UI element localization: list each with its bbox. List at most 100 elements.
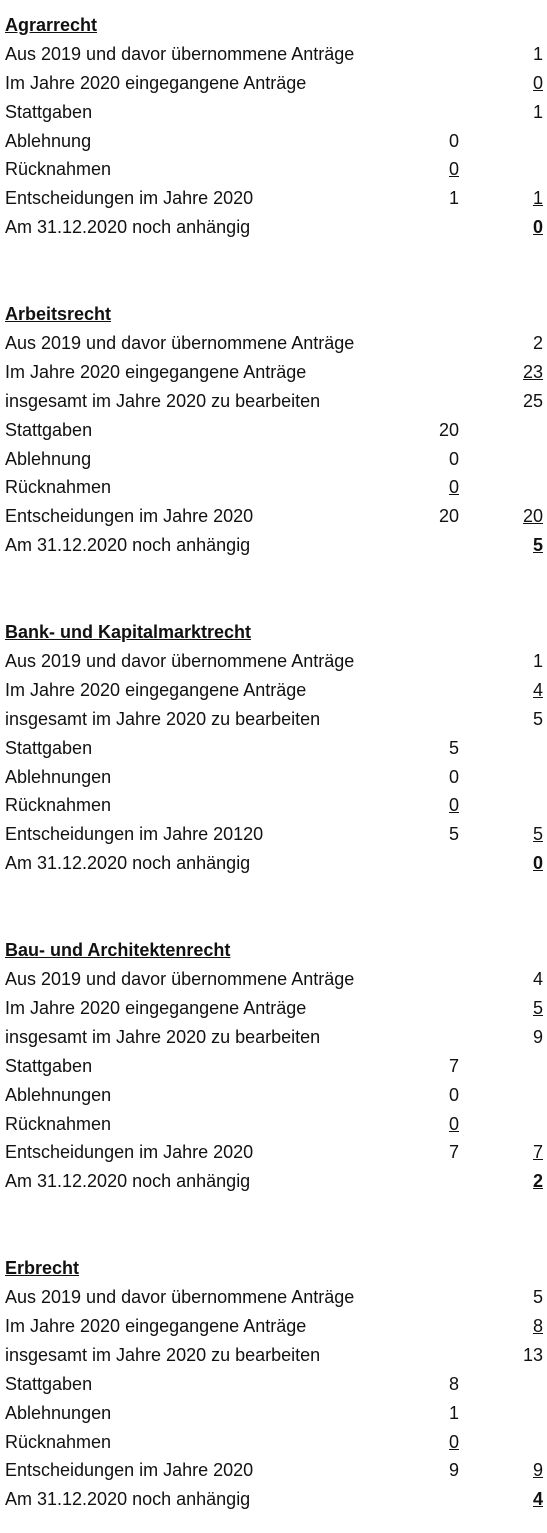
data-row: Entscheidungen im Jahre 2020 7 7	[0, 1138, 547, 1167]
mid-value: 8	[448, 1373, 459, 1394]
row-label: Ablehnungen	[5, 1084, 112, 1105]
data-row: Stattgaben 8	[0, 1370, 547, 1399]
section: Bau- und Architektenrecht Aus 2019 und da…	[0, 936, 547, 1196]
data-row: Entscheidungen im Jahre 2020 20 20	[0, 502, 547, 531]
row-label: Im Jahre 2020 eingegangene Anträge	[5, 1315, 307, 1336]
row-label: Entscheidungen im Jahre 2020	[5, 1460, 254, 1481]
data-row: Ablehnungen 0	[0, 763, 547, 792]
section-title-row: Agrarrecht	[0, 11, 547, 40]
row-label: Aus 2019 und davor übernommene Anträge	[5, 651, 355, 672]
row-label: Ablehnungen	[5, 766, 112, 787]
section-title: Agrarrecht	[5, 15, 98, 35]
data-row: Entscheidungen im Jahre 2020 9 9	[0, 1456, 547, 1485]
data-row: Ablehnung 0	[0, 445, 547, 474]
data-row: insgesamt im Jahre 2020 zu bearbeiten 13	[0, 1341, 547, 1370]
section-title: Arbeitsrecht	[5, 304, 112, 325]
row-label: Entscheidungen im Jahre 2020	[5, 506, 254, 527]
mid-value: 0	[448, 766, 459, 787]
right-value: 8	[532, 1315, 543, 1336]
section: Bank- und Kapitalmarktrecht Aus 2019 und …	[0, 618, 547, 878]
right-value: 23	[522, 361, 543, 382]
right-value: 5	[532, 708, 543, 729]
right-value: 5	[532, 824, 543, 845]
data-row: Rücknahmen 0	[0, 473, 547, 502]
mid-value: 7	[448, 1055, 459, 1076]
mid-value: 0	[448, 1431, 459, 1452]
row-label: Rücknahmen	[5, 159, 112, 180]
row-label: insgesamt im Jahre 2020 zu bearbeiten	[5, 1344, 321, 1365]
row-label: Entscheidungen im Jahre 2020	[5, 188, 254, 209]
data-row: Stattgaben 7	[0, 1052, 547, 1081]
right-value: 0	[532, 72, 543, 93]
mid-value: 0	[448, 1113, 459, 1134]
mid-value: 0	[448, 1084, 459, 1105]
data-row: Im Jahre 2020 eingegangene Anträge 0	[0, 69, 547, 98]
data-row: Aus 2019 und davor übernommene Anträge 1	[0, 40, 547, 69]
mid-value: 1	[448, 188, 459, 209]
section-title: Erbrecht	[5, 1258, 80, 1279]
data-row: Entscheidungen im Jahre 2020 1 1	[0, 184, 547, 213]
row-label: Im Jahre 2020 eingegangene Anträge	[5, 997, 307, 1018]
row-label: Ablehnungen	[5, 1402, 112, 1423]
right-value: 5	[532, 997, 543, 1018]
row-label: Im Jahre 2020 eingegangene Anträge	[5, 361, 307, 382]
right-value: 25	[522, 390, 543, 411]
row-label: insgesamt im Jahre 2020 zu bearbeiten	[5, 390, 321, 411]
row-label: insgesamt im Jahre 2020 zu bearbeiten	[5, 1026, 321, 1047]
data-row: Stattgaben 20	[0, 416, 547, 445]
right-value: 4	[532, 679, 543, 700]
data-row: Rücknahmen 0	[0, 155, 547, 184]
data-row: Ablehnung 0	[0, 127, 547, 156]
row-label: Entscheidungen im Jahre 20120	[5, 824, 264, 845]
row-label: Aus 2019 und davor übernommene Anträge	[5, 43, 355, 64]
right-value: 20	[522, 506, 543, 527]
right-value: 4	[532, 969, 543, 990]
right-value: 4	[532, 1489, 543, 1510]
mid-value: 7	[448, 1142, 459, 1163]
mid-value: 0	[448, 477, 459, 498]
mid-value: 0	[448, 159, 459, 180]
row-label: Stattgaben	[5, 101, 93, 122]
data-row: insgesamt im Jahre 2020 zu bearbeiten 5	[0, 705, 547, 734]
right-value: 1	[532, 651, 543, 672]
row-label: Aus 2019 und davor übernommene Anträge	[5, 969, 355, 990]
row-label: Am 31.12.2020 noch anhängig	[5, 1171, 251, 1192]
right-value: 2	[532, 1171, 543, 1192]
data-row: Entscheidungen im Jahre 20120 5 5	[0, 820, 547, 849]
right-value: 0	[532, 217, 543, 238]
row-label: Am 31.12.2020 noch anhängig	[5, 217, 251, 238]
row-label: Rücknahmen	[5, 477, 112, 498]
data-row: Am 31.12.2020 noch anhängig 0	[0, 213, 547, 242]
section: Agrarrecht Aus 2019 und davor übernommene…	[0, 11, 547, 242]
section-title-row: Erbrecht	[0, 1254, 547, 1283]
row-label: Rücknahmen	[5, 795, 112, 816]
mid-value: 20	[438, 506, 459, 527]
row-label: Ablehnung	[5, 448, 92, 469]
data-row: Im Jahre 2020 eingegangene Anträge 4	[0, 676, 547, 705]
data-row: Am 31.12.2020 noch anhängig 5	[0, 531, 547, 560]
section: Erbrecht Aus 2019 und davor übernommene A…	[0, 1254, 547, 1514]
mid-value: 0	[448, 130, 459, 151]
row-label: Stattgaben	[5, 419, 93, 440]
section-title: Bau- und Architektenrecht	[5, 940, 231, 961]
data-row: Aus 2019 und davor übernommene Anträge 5	[0, 1283, 547, 1312]
mid-value: 5	[448, 737, 459, 758]
data-row: Im Jahre 2020 eingegangene Anträge 8	[0, 1312, 547, 1341]
row-label: Am 31.12.2020 noch anhängig	[5, 1489, 251, 1510]
data-row: Rücknahmen 0	[0, 791, 547, 820]
section-title: Bank- und Kapitalmarktrecht	[5, 622, 252, 643]
right-value: 1	[532, 188, 543, 209]
row-label: Am 31.12.2020 noch anhängig	[5, 853, 251, 874]
data-row: Aus 2019 und davor übernommene Anträge 1	[0, 647, 547, 676]
right-value: 7	[532, 1142, 543, 1163]
right-value: 13	[522, 1344, 543, 1365]
data-row: Am 31.12.2020 noch anhängig 0	[0, 849, 547, 878]
row-label: insgesamt im Jahre 2020 zu bearbeiten	[5, 708, 321, 729]
mid-value: 0	[448, 448, 459, 469]
row-label: Stattgaben	[5, 1055, 93, 1076]
data-row: insgesamt im Jahre 2020 zu bearbeiten 9	[0, 1023, 547, 1052]
data-row: Ablehnungen 0	[0, 1081, 547, 1110]
row-label: Entscheidungen im Jahre 2020	[5, 1142, 254, 1163]
data-row: Rücknahmen 0	[0, 1428, 547, 1457]
